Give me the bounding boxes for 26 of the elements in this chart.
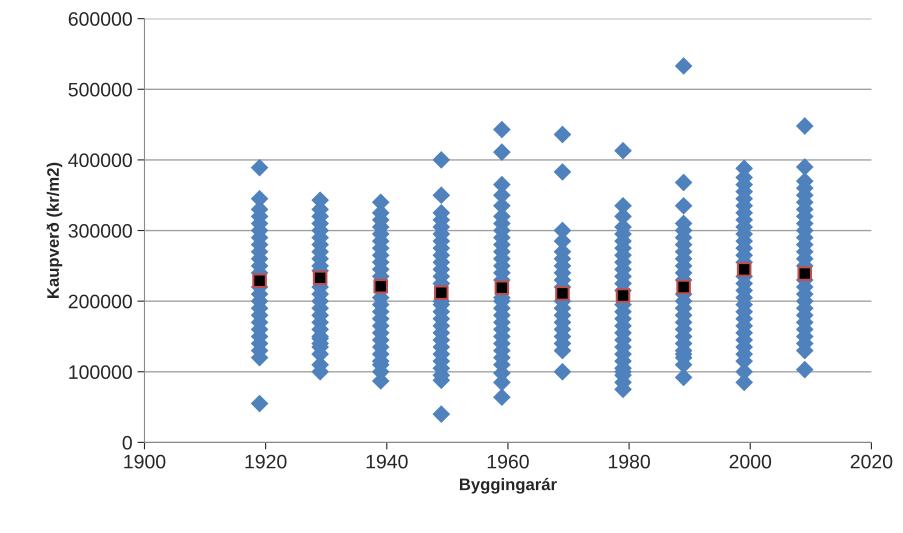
y-tick-label: 500000 <box>68 82 132 97</box>
x-tick-label: 1940 <box>366 454 408 468</box>
x-tick-label: 1980 <box>608 454 650 468</box>
y-tick-label: 100000 <box>69 365 132 380</box>
point <box>252 273 267 288</box>
point <box>616 288 630 303</box>
x-axis-title: Byggingarár <box>460 478 557 494</box>
y-tick-label: 0 <box>122 436 132 450</box>
y-tick-label: 200000 <box>68 294 132 308</box>
x-tick-label: 1960 <box>488 454 529 468</box>
point <box>434 285 449 300</box>
point <box>555 286 570 301</box>
point <box>312 270 328 286</box>
x-tick-label: 1920 <box>245 454 286 468</box>
point <box>373 279 388 294</box>
point <box>676 280 691 294</box>
y-tick-label: 400000 <box>68 153 132 168</box>
x-tick-label: 2000 <box>730 454 772 468</box>
point <box>494 280 510 296</box>
y-tick-label: 300000 <box>68 224 132 238</box>
point <box>736 262 752 277</box>
x-tick-label: 1900 <box>124 454 166 468</box>
y-axis-title: Kaupverð (kr/m2) <box>46 162 62 298</box>
y-tick-label: 600000 <box>68 12 132 26</box>
point <box>797 266 812 281</box>
x-tick-label: 2020 <box>850 454 892 468</box>
